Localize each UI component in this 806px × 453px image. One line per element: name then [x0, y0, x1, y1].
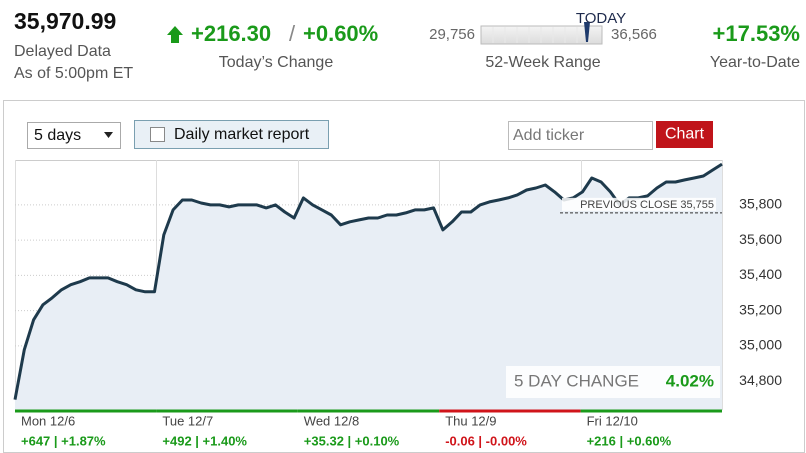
- delayed-note: Delayed Data: [14, 43, 111, 60]
- separator: /: [289, 21, 296, 46]
- change-percent: +0.60%: [303, 21, 378, 46]
- period-select[interactable]: [27, 122, 121, 149]
- change: +216.30: [191, 21, 271, 46]
- chart-button[interactable]: [656, 121, 713, 148]
- y-tick-label: 35,600: [739, 231, 782, 247]
- day-label: Thu 12/9: [445, 413, 496, 428]
- summary-label: 5 DAY CHANGE: [514, 371, 639, 390]
- select-arrow: [104, 132, 113, 138]
- ytd: +17.53%: [713, 21, 800, 46]
- y-tick-label: 34,800: [739, 372, 782, 388]
- plot: 34,800 35,000 35,200 35,400 35,600 35,800 PREV…: [13, 160, 782, 448]
- price-line: [13, 162, 723, 400]
- period-select-text: 5 days: [34, 127, 81, 144]
- checkbox-label: Daily market report: [174, 126, 310, 143]
- checkbox[interactable]: [150, 127, 165, 142]
- range-marker: [584, 22, 590, 42]
- day-label: Tue 12/7: [162, 413, 213, 428]
- previous-close-label: PREVIOUS CLOSE 35,755: [580, 199, 714, 211]
- range-low: 29,756: [429, 26, 475, 43]
- day-change: +647 | +1.87%: [21, 433, 106, 448]
- day-change: +492 | +1.40%: [162, 433, 247, 448]
- y-tick-label: 35,200: [739, 301, 782, 317]
- previous-close-bg: [562, 197, 716, 211]
- ytd-label: Year-to-Date: [710, 54, 800, 71]
- as-of: As of 5:00pm ET: [14, 65, 133, 82]
- day-label: Mon 12/6: [21, 413, 75, 428]
- range-ticks: [492, 27, 590, 43]
- summary-box: [506, 366, 720, 398]
- chart-button-label: Chart: [665, 126, 705, 143]
- y-tick-label: 35,400: [739, 266, 782, 282]
- range-high: 36,566: [611, 26, 657, 43]
- range-label: 52-Week Range: [485, 54, 600, 71]
- area: [15, 164, 722, 410]
- report-toggle[interactable]: [134, 120, 329, 149]
- price: 35,970.99: [14, 8, 116, 34]
- ticker-placeholder: Add ticker: [513, 127, 585, 144]
- range-marker-label: TODAY: [576, 10, 626, 27]
- day-change: +216 | +0.60%: [587, 433, 672, 448]
- day-label: Fri 12/10: [587, 413, 638, 428]
- day-label: Wed 12/8: [304, 413, 359, 428]
- change-label: Today’s Change: [219, 54, 334, 71]
- y-tick-label: 35,800: [739, 196, 782, 212]
- day-change: -0.06 | -0.00%: [445, 433, 527, 448]
- up-arrow: [167, 26, 183, 43]
- ticker-input[interactable]: [508, 121, 653, 150]
- y-tick-label: 35,000: [739, 337, 782, 353]
- summary-value: 4.02%: [666, 371, 714, 390]
- day-change: +35.32 | +0.10%: [304, 433, 400, 448]
